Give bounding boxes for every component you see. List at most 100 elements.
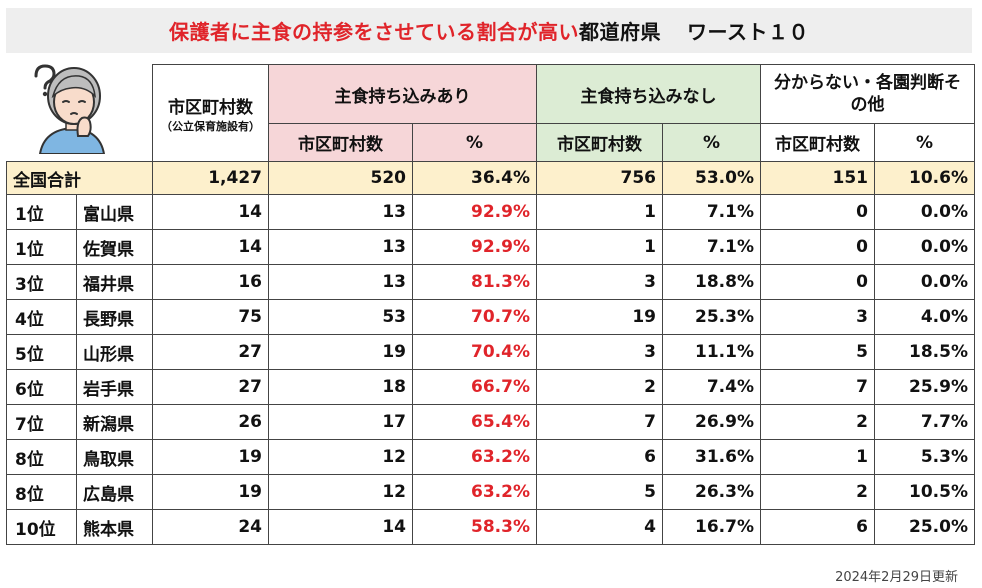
municipalities-cell: 19	[152, 439, 269, 475]
with-pct-cell: 81.3%	[412, 264, 537, 300]
unknown-count-cell: 0	[760, 229, 875, 265]
question-mark-icon	[34, 64, 56, 97]
without-count-cell: 1	[536, 194, 663, 230]
municipalities-cell: 24	[152, 509, 269, 545]
total-with-pct: 36.4%	[412, 161, 537, 195]
table-row: 3位 福井県 16 13 81.3% 3 18.8% 0 0.0%	[6, 264, 975, 300]
without-pct-cell: 16.7%	[662, 509, 761, 545]
header-municipalities: 市区町村数 （公立保育施設有）	[152, 64, 269, 162]
prefecture-cell: 福井県	[76, 264, 153, 300]
municipalities-cell: 27	[152, 334, 269, 370]
prefecture-cell: 鳥取県	[76, 439, 153, 475]
total-row: 全国合計 1,427 520 36.4% 756 53.0% 151 10.6%	[6, 161, 975, 195]
with-pct-cell: 92.9%	[412, 229, 537, 265]
with-count-cell: 12	[268, 439, 413, 475]
without-count-cell: 3	[536, 264, 663, 300]
with-pct-cell: 66.7%	[412, 369, 537, 405]
without-count-cell: 5	[536, 474, 663, 510]
without-pct-cell: 26.3%	[662, 474, 761, 510]
without-count-cell: 1	[536, 229, 663, 265]
unknown-count-cell: 6	[760, 509, 875, 545]
without-pct-cell: 7.1%	[662, 229, 761, 265]
unknown-count-cell: 0	[760, 194, 875, 230]
with-count-cell: 19	[268, 334, 413, 370]
with-pct-cell: 63.2%	[412, 439, 537, 475]
prefecture-cell: 佐賀県	[76, 229, 153, 265]
total-municipalities: 1,427	[152, 161, 269, 195]
rank-cell: 1位	[6, 229, 77, 265]
without-pct-cell: 11.1%	[662, 334, 761, 370]
table-row: 8位 鳥取県 19 12 63.2% 6 31.6% 1 5.3%	[6, 439, 975, 475]
table-row: 7位 新潟県 26 17 65.4% 7 26.9% 2 7.7%	[6, 404, 975, 440]
with-pct-cell: 63.2%	[412, 474, 537, 510]
unknown-pct-cell: 25.0%	[874, 509, 975, 545]
header-unknown: 分からない・各園判断その他	[760, 64, 975, 124]
total-without-count: 756	[536, 161, 663, 195]
header-with-count: 市区町村数	[268, 123, 413, 162]
municipalities-cell: 19	[152, 474, 269, 510]
without-count-cell: 4	[536, 509, 663, 545]
prefecture-cell: 岩手県	[76, 369, 153, 405]
title-red-part: 保護者に主食の持参をさせている割合が高い	[169, 20, 579, 44]
municipalities-cell: 75	[152, 299, 269, 335]
without-pct-cell: 25.3%	[662, 299, 761, 335]
unknown-pct-cell: 0.0%	[874, 194, 975, 230]
unknown-pct-cell: 4.0%	[874, 299, 975, 335]
thinking-person-icon	[34, 64, 106, 154]
title-suffix: ワースト１０	[687, 20, 809, 44]
unknown-pct-cell: 0.0%	[874, 229, 975, 265]
with-pct-cell: 58.3%	[412, 509, 537, 545]
rank-cell: 10位	[6, 509, 77, 545]
without-pct-cell: 18.8%	[662, 264, 761, 300]
table-row: 8位 広島県 19 12 63.2% 5 26.3% 2 10.5%	[6, 474, 975, 510]
rank-cell: 3位	[6, 264, 77, 300]
page-title: 保護者に主食の持参をさせている割合が高い 都道府県 ワースト１０	[6, 8, 972, 53]
unknown-count-cell: 1	[760, 439, 875, 475]
with-pct-cell: 92.9%	[412, 194, 537, 230]
table-row: 1位 富山県 14 13 92.9% 1 7.1% 0 0.0%	[6, 194, 975, 230]
with-pct-cell: 70.4%	[412, 334, 537, 370]
with-pct-cell: 65.4%	[412, 404, 537, 440]
without-count-cell: 7	[536, 404, 663, 440]
with-count-cell: 13	[268, 229, 413, 265]
without-pct-cell: 26.9%	[662, 404, 761, 440]
prefecture-cell: 熊本県	[76, 509, 153, 545]
ranking-table: 市区町村数 （公立保育施設有） 主食持ち込みあり 主食持ち込みなし 分からない・…	[6, 64, 975, 545]
table-row: 6位 岩手県 27 18 66.7% 2 7.4% 7 25.9%	[6, 369, 975, 405]
unknown-count-cell: 5	[760, 334, 875, 370]
rank-cell: 4位	[6, 299, 77, 335]
total-without-pct: 53.0%	[662, 161, 761, 195]
header-without-pct: %	[662, 123, 761, 162]
header-unknown-count: 市区町村数	[760, 123, 875, 162]
rank-cell: 8位	[6, 439, 77, 475]
unknown-count-cell: 2	[760, 474, 875, 510]
unknown-pct-cell: 7.7%	[874, 404, 975, 440]
unknown-count-cell: 2	[760, 404, 875, 440]
prefecture-cell: 富山県	[76, 194, 153, 230]
without-count-cell: 3	[536, 334, 663, 370]
table-row: 4位 長野県 75 53 70.7% 19 25.3% 3 4.0%	[6, 299, 975, 335]
unknown-count-cell: 7	[760, 369, 875, 405]
rank-cell: 7位	[6, 404, 77, 440]
header-without-staple: 主食持ち込みなし	[536, 64, 761, 124]
without-count-cell: 19	[536, 299, 663, 335]
header-with-staple: 主食持ち込みあり	[268, 64, 537, 124]
unknown-pct-cell: 0.0%	[874, 264, 975, 300]
prefecture-cell: 広島県	[76, 474, 153, 510]
table-row: 10位 熊本県 24 14 58.3% 4 16.7% 6 25.0%	[6, 509, 975, 545]
unknown-pct-cell: 18.5%	[874, 334, 975, 370]
header-unknown-pct: %	[874, 123, 975, 162]
without-count-cell: 2	[536, 369, 663, 405]
rank-cell: 6位	[6, 369, 77, 405]
title-black-part: 都道府県	[579, 20, 661, 44]
with-count-cell: 13	[268, 194, 413, 230]
municipalities-cell: 16	[152, 264, 269, 300]
header-with-pct: %	[412, 123, 537, 162]
with-pct-cell: 70.7%	[412, 299, 537, 335]
header-municipalities-note: （公立保育施設有）	[161, 120, 260, 133]
prefecture-cell: 山形県	[76, 334, 153, 370]
unknown-pct-cell: 25.9%	[874, 369, 975, 405]
prefecture-cell: 新潟県	[76, 404, 153, 440]
unknown-pct-cell: 10.5%	[874, 474, 975, 510]
municipalities-cell: 26	[152, 404, 269, 440]
